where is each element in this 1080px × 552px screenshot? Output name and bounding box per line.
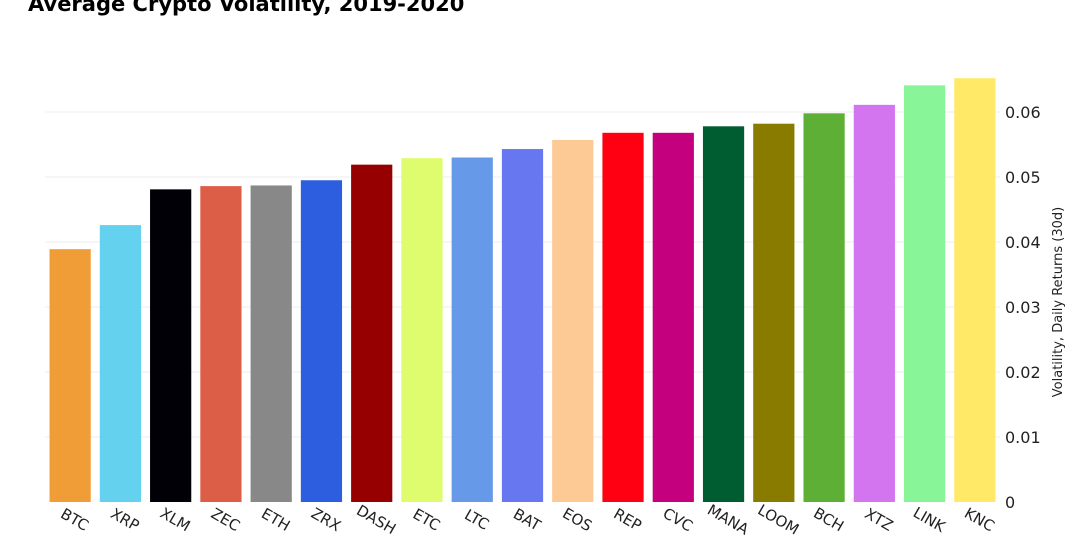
y-tick-label: 0.05 bbox=[1005, 168, 1041, 187]
x-tick-label: LINK bbox=[910, 503, 949, 536]
y-tick-label: 0.01 bbox=[1005, 428, 1041, 447]
x-tick-label: LTC bbox=[461, 506, 492, 534]
y-tick-label: 0 bbox=[1005, 493, 1015, 512]
y-tick-label: 0.04 bbox=[1005, 233, 1041, 252]
bar-link[interactable] bbox=[903, 85, 946, 502]
bar-mana[interactable] bbox=[702, 126, 745, 503]
bar-xtz[interactable] bbox=[853, 104, 895, 502]
bar-zrx[interactable] bbox=[300, 180, 343, 502]
y-axis-label: Volatility, Daily Returns (30d) bbox=[1051, 207, 1066, 397]
x-axis-ticks: BTC XRP XLM ZEC ETH ZRX DASH ETC LTC BAT EOS REP CVC… bbox=[58, 501, 998, 539]
bar-series bbox=[49, 78, 996, 503]
x-tick-label: CVC bbox=[660, 504, 696, 535]
bar-etc[interactable] bbox=[401, 158, 443, 502]
y-tick-label: 0.06 bbox=[1005, 103, 1041, 122]
x-tick-label: XRP bbox=[108, 504, 143, 534]
x-tick-label: XTZ bbox=[862, 505, 897, 535]
bar-bch[interactable] bbox=[803, 113, 845, 503]
bar-xlm[interactable] bbox=[150, 189, 192, 502]
bar-eth[interactable] bbox=[250, 185, 292, 502]
bar-zec[interactable] bbox=[200, 186, 242, 502]
y-axis-ticks: 0 0.01 0.02 0.03 0.04 0.05 0.06 bbox=[1005, 103, 1041, 512]
bar-btc[interactable] bbox=[49, 249, 91, 502]
chart-title: Average Crypto Volatility, 2019-2020 bbox=[28, 0, 465, 16]
bar-dash[interactable] bbox=[351, 164, 393, 502]
bar-cvc[interactable] bbox=[652, 132, 694, 503]
bar-knc[interactable] bbox=[954, 78, 996, 502]
x-tick-label: BCH bbox=[810, 504, 847, 535]
y-tick-label: 0.02 bbox=[1005, 363, 1041, 382]
bar-xrp[interactable] bbox=[99, 225, 142, 502]
bar-rep[interactable] bbox=[602, 132, 644, 503]
x-tick-label: EOS bbox=[559, 504, 595, 535]
x-tick-label: ZRX bbox=[308, 504, 344, 535]
x-tick-label: BTC bbox=[58, 505, 92, 535]
x-tick-label: ETC bbox=[410, 505, 443, 535]
x-tick-label: BAT bbox=[510, 505, 544, 535]
bar-ltc[interactable] bbox=[451, 157, 493, 503]
x-tick-label: ETH bbox=[258, 504, 293, 535]
x-tick-label: LOOM bbox=[755, 501, 802, 539]
x-tick-label: REP bbox=[610, 505, 644, 535]
x-tick-label: XLM bbox=[157, 504, 193, 535]
x-tick-label: DASH bbox=[353, 501, 399, 538]
x-tick-label: ZEC bbox=[208, 504, 243, 535]
bar-loom[interactable] bbox=[753, 123, 795, 502]
bar-eos[interactable] bbox=[552, 139, 594, 502]
bar-bat[interactable] bbox=[501, 149, 544, 503]
x-tick-label: MANA bbox=[704, 501, 752, 539]
y-tick-label: 0.03 bbox=[1005, 298, 1041, 317]
x-tick-label: KNC bbox=[961, 504, 997, 535]
